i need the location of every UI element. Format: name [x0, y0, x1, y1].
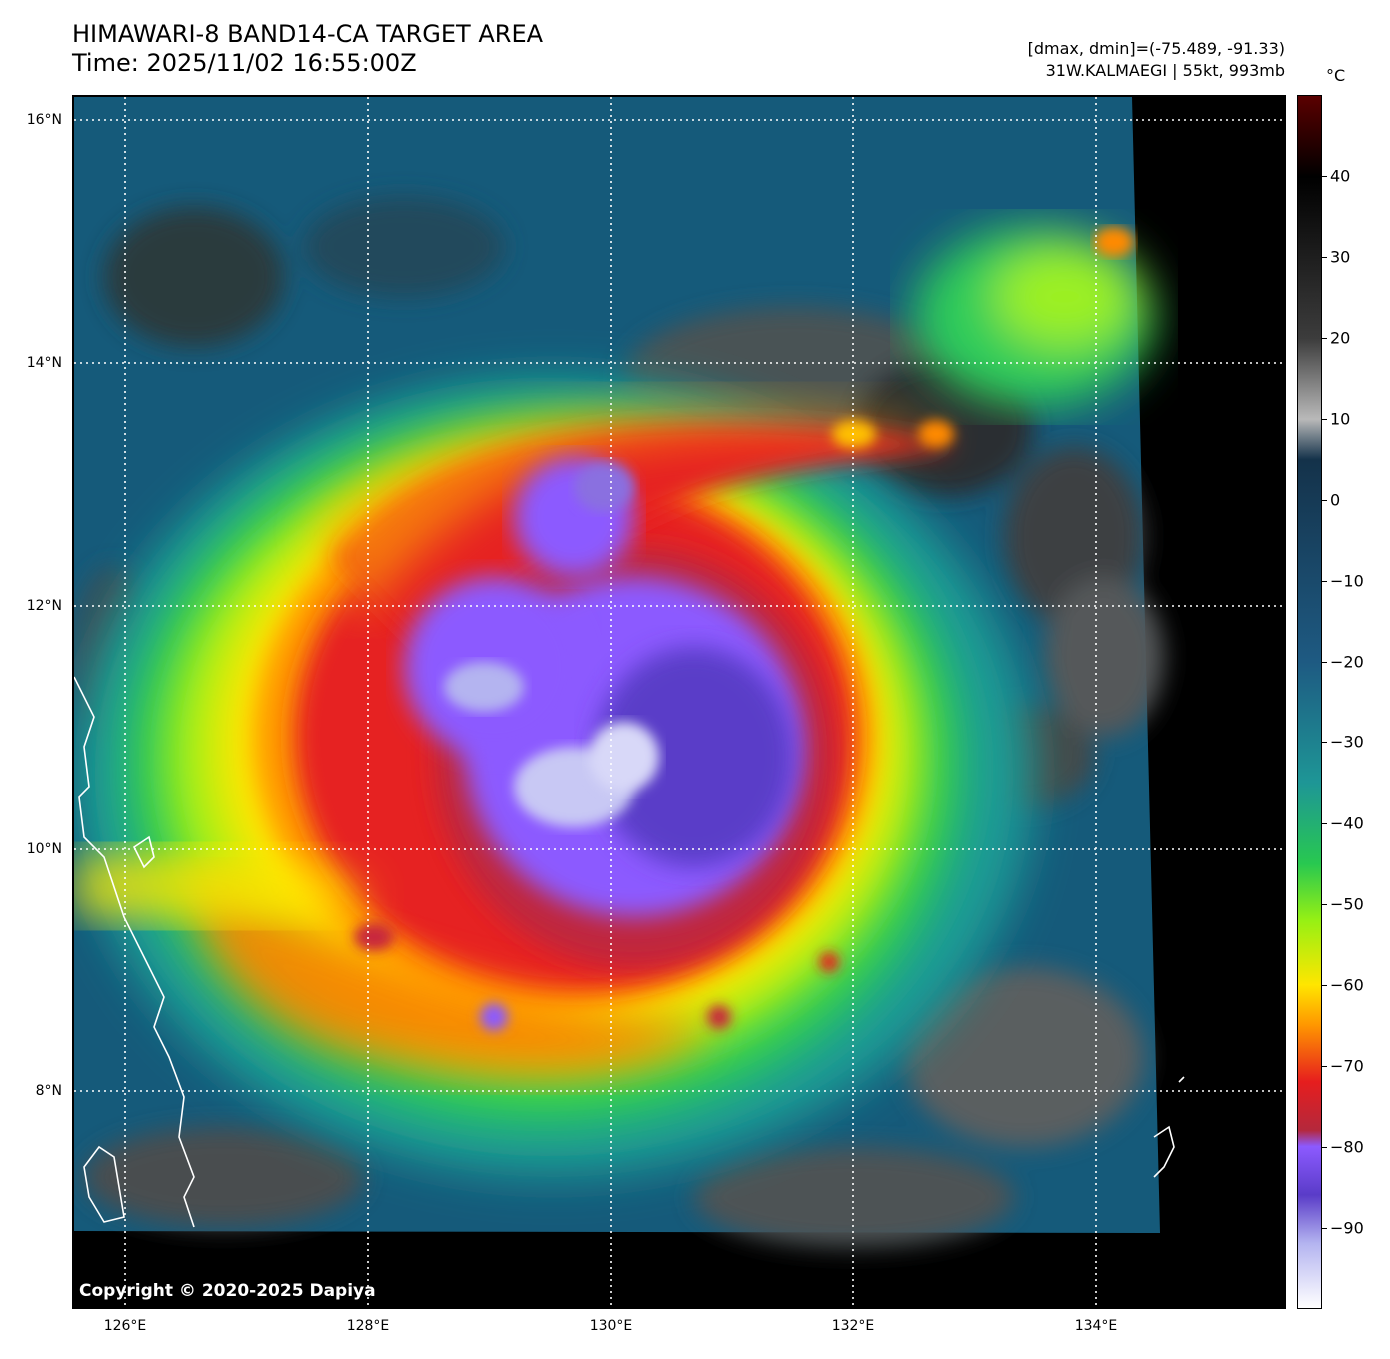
colorbar-tick-mark	[1322, 256, 1327, 258]
colorbar-tick-label: −40	[1330, 813, 1364, 833]
tropical-cyclone	[74, 377, 1034, 1177]
colorbar-tick-label: −10	[1330, 571, 1364, 591]
convective-cells	[354, 420, 954, 1031]
lat-label-10: 10°N	[26, 841, 62, 857]
clear-sky-patches	[74, 197, 1164, 1247]
colorbar-tick-mark	[1322, 904, 1327, 906]
colorbar-tick-mark	[1322, 985, 1327, 987]
colorbar-tick-mark	[1322, 661, 1327, 663]
colorbar-tick-mark	[1322, 1147, 1327, 1149]
colorbar-tick-mark	[1322, 418, 1327, 420]
chart-title: HIMAWARI-8 BAND14-CA TARGET AREA Time: 2…	[72, 20, 543, 78]
lon-label-134: 134°E	[1074, 1318, 1118, 1334]
colorbar-tick-label: −30	[1330, 732, 1364, 752]
colorbar	[1297, 95, 1322, 1309]
copyright-notice: Copyright © 2020-2025 Dapiya	[79, 1281, 376, 1301]
lon-label-126: 126°E	[103, 1318, 147, 1334]
colorbar-tick-label: −70	[1330, 1056, 1364, 1076]
storm-name-intensity: 31W.KALMAEGI | 55kt, 993mb	[1045, 61, 1285, 80]
lat-label-12: 12°N	[26, 598, 62, 614]
storm-info: [dmax, dmin]=(-75.489, -91.33) 31W.KALMA…	[1028, 38, 1285, 82]
title-line-1: HIMAWARI-8 BAND14-CA TARGET AREA	[72, 20, 544, 48]
lat-label-14: 14°N	[26, 355, 62, 371]
colorbar-tick-label: −90	[1330, 1218, 1364, 1238]
lon-label-132: 132°E	[831, 1318, 875, 1334]
colorbar-tick-label: −60	[1330, 975, 1364, 995]
overshooting-top	[1094, 227, 1134, 257]
coastline	[74, 676, 1185, 1228]
colorbar-tick-mark	[1322, 337, 1327, 339]
satellite-map: Copyright © 2020-2025 Dapiya	[72, 95, 1286, 1309]
colorbar-tick-mark	[1322, 1228, 1327, 1230]
satellite-image	[74, 97, 1284, 1307]
colorbar-tick-label: −50	[1330, 894, 1364, 914]
colorbar-tick-label: −20	[1330, 652, 1364, 672]
title-line-2: Time: 2025/11/02 16:55:00Z	[72, 49, 417, 77]
colorbar-tick-mark	[1322, 499, 1327, 501]
colorbar-tick-label: 0	[1330, 490, 1341, 510]
lat-label-8: 8°N	[35, 1083, 62, 1099]
temperature-range: [dmax, dmin]=(-75.489, -91.33)	[1027, 39, 1285, 58]
colorbar-tick-label: 20	[1330, 328, 1351, 348]
colorbar-unit: °C	[1326, 66, 1346, 85]
graticule	[74, 97, 1284, 1307]
lon-label-128: 128°E	[346, 1318, 390, 1334]
colorbar-tick-label: 30	[1330, 247, 1351, 267]
colorbar-tick-mark	[1322, 1066, 1327, 1068]
lat-label-16: 16°N	[26, 112, 62, 128]
colorbar-tick-label: 40	[1330, 166, 1351, 186]
colorbar-tick-label: 10	[1330, 409, 1351, 429]
northeast-cloud-cluster	[914, 227, 1154, 407]
colorbar-tick-mark	[1322, 580, 1327, 582]
colorbar-tick-mark	[1322, 823, 1327, 825]
colorbar-tick-label: −80	[1330, 1137, 1364, 1157]
colorbar-tick-mark	[1322, 175, 1327, 177]
colorbar-tick-mark	[1322, 742, 1327, 744]
lon-label-130: 130°E	[589, 1318, 633, 1334]
